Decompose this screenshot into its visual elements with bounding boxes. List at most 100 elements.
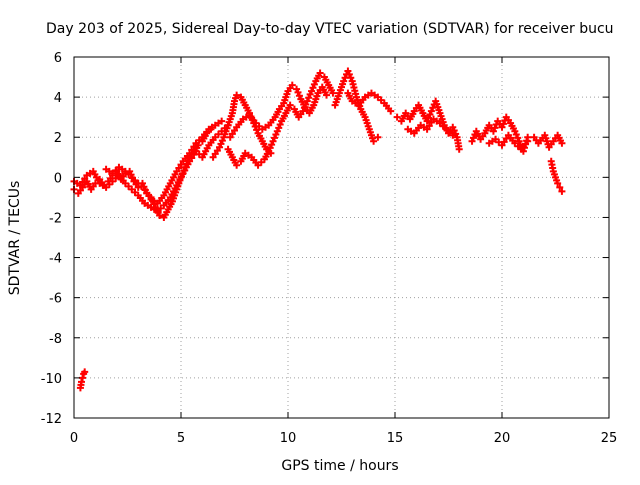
x-tick-label: 0 xyxy=(70,431,78,446)
data-point-run xyxy=(217,137,226,148)
data-point-run xyxy=(250,156,260,167)
data-point-run xyxy=(270,131,280,142)
data-point-run xyxy=(366,128,377,142)
tick-layer: 0 5 10 15 20 25 -12 -10 -8 -6 -4 -2 0 2 4 6 xyxy=(41,51,618,446)
data-segment xyxy=(393,97,463,153)
data-segment xyxy=(485,131,532,153)
x-tick-label: 15 xyxy=(387,431,404,446)
data-point-run xyxy=(161,182,173,196)
data-point-run xyxy=(507,134,517,145)
data-point-run xyxy=(555,134,564,145)
data-point-run xyxy=(174,172,186,186)
data-point-run xyxy=(500,135,510,146)
data-point-run xyxy=(267,116,277,127)
data-point-run xyxy=(305,90,314,102)
data-point-run xyxy=(332,92,342,106)
data-segment xyxy=(102,117,226,207)
data-point xyxy=(387,107,395,115)
x-tick-label: 10 xyxy=(280,431,297,446)
data-point-run xyxy=(517,141,526,152)
data-point-run xyxy=(266,141,276,152)
x-tick-label: 20 xyxy=(494,431,511,446)
data-point-run xyxy=(542,134,552,148)
y-tick-label: -8 xyxy=(49,332,62,347)
data-point-run xyxy=(161,208,171,219)
data-point-run xyxy=(201,128,211,139)
data-point-run xyxy=(326,84,336,94)
data-point-run xyxy=(238,152,248,163)
data-point xyxy=(316,69,324,77)
data-point-run xyxy=(243,104,252,114)
data-point-run xyxy=(345,70,355,82)
data-point-run xyxy=(412,124,423,135)
data-segment xyxy=(76,368,89,392)
y-tick-label: -10 xyxy=(41,372,62,387)
data-point xyxy=(556,183,564,191)
y-tick-label: -6 xyxy=(49,292,62,307)
data-segment xyxy=(530,131,566,151)
data-point-run xyxy=(320,86,329,96)
data-point-run xyxy=(170,188,180,202)
data-point-run xyxy=(313,72,323,82)
data-point-run xyxy=(508,122,517,133)
data-point-run xyxy=(357,96,367,106)
data-point-run xyxy=(548,161,557,172)
data-point xyxy=(218,117,226,125)
data-point-run xyxy=(226,148,235,159)
data-point-run xyxy=(358,108,368,118)
data-point xyxy=(449,131,457,139)
data-point-run xyxy=(117,174,127,185)
data-point xyxy=(329,89,337,97)
data-point-run xyxy=(407,110,417,120)
y-axis-label: SDTVAR / TECUs xyxy=(7,181,23,296)
data-segment xyxy=(226,81,331,141)
data-point-run xyxy=(311,92,321,106)
data-point-run xyxy=(230,156,239,167)
data-point xyxy=(77,378,85,386)
data-point-run xyxy=(168,184,179,198)
data-point-run xyxy=(519,140,530,151)
data-point-run xyxy=(275,121,284,132)
plot-frame xyxy=(73,56,610,419)
data-point xyxy=(288,81,296,89)
data-point-run xyxy=(420,112,430,123)
y-tick-label: 4 xyxy=(54,91,62,106)
y-tick-label: -12 xyxy=(41,412,62,427)
data-point-run xyxy=(235,118,245,129)
data-point-run xyxy=(91,170,102,184)
data-point-run xyxy=(229,100,238,114)
data-point-run xyxy=(207,136,217,147)
data-point-run xyxy=(345,92,355,102)
y-tick-label: 6 xyxy=(54,51,62,66)
data-segment xyxy=(404,115,457,139)
data-point-run xyxy=(322,76,331,86)
x-axis-label: GPS time / hours xyxy=(281,458,398,474)
data-point xyxy=(374,133,382,141)
data-point-run xyxy=(425,110,434,122)
x-tick-label: 25 xyxy=(601,431,618,446)
data-point xyxy=(233,91,241,99)
data-point-run xyxy=(336,80,347,94)
data-point-run xyxy=(429,100,438,112)
data-point-run xyxy=(362,116,372,130)
data-point xyxy=(81,368,89,376)
y-tick-label: -2 xyxy=(49,211,62,226)
data-point-run xyxy=(255,132,265,143)
data-point xyxy=(558,139,566,147)
data-point-run xyxy=(283,104,293,114)
data-point-run xyxy=(200,132,209,143)
data-point-run xyxy=(292,108,301,118)
data-point xyxy=(286,101,294,109)
data-point-run xyxy=(221,124,231,138)
data-point-run xyxy=(309,80,318,92)
data-point-run xyxy=(416,104,425,114)
data-point-run xyxy=(499,117,509,128)
data-point-run xyxy=(491,121,500,132)
data-point xyxy=(79,374,87,382)
data-point-run xyxy=(469,131,479,142)
data-point-run xyxy=(166,200,175,211)
data-point-run xyxy=(181,160,192,174)
x-tick-label: 5 xyxy=(177,431,185,446)
